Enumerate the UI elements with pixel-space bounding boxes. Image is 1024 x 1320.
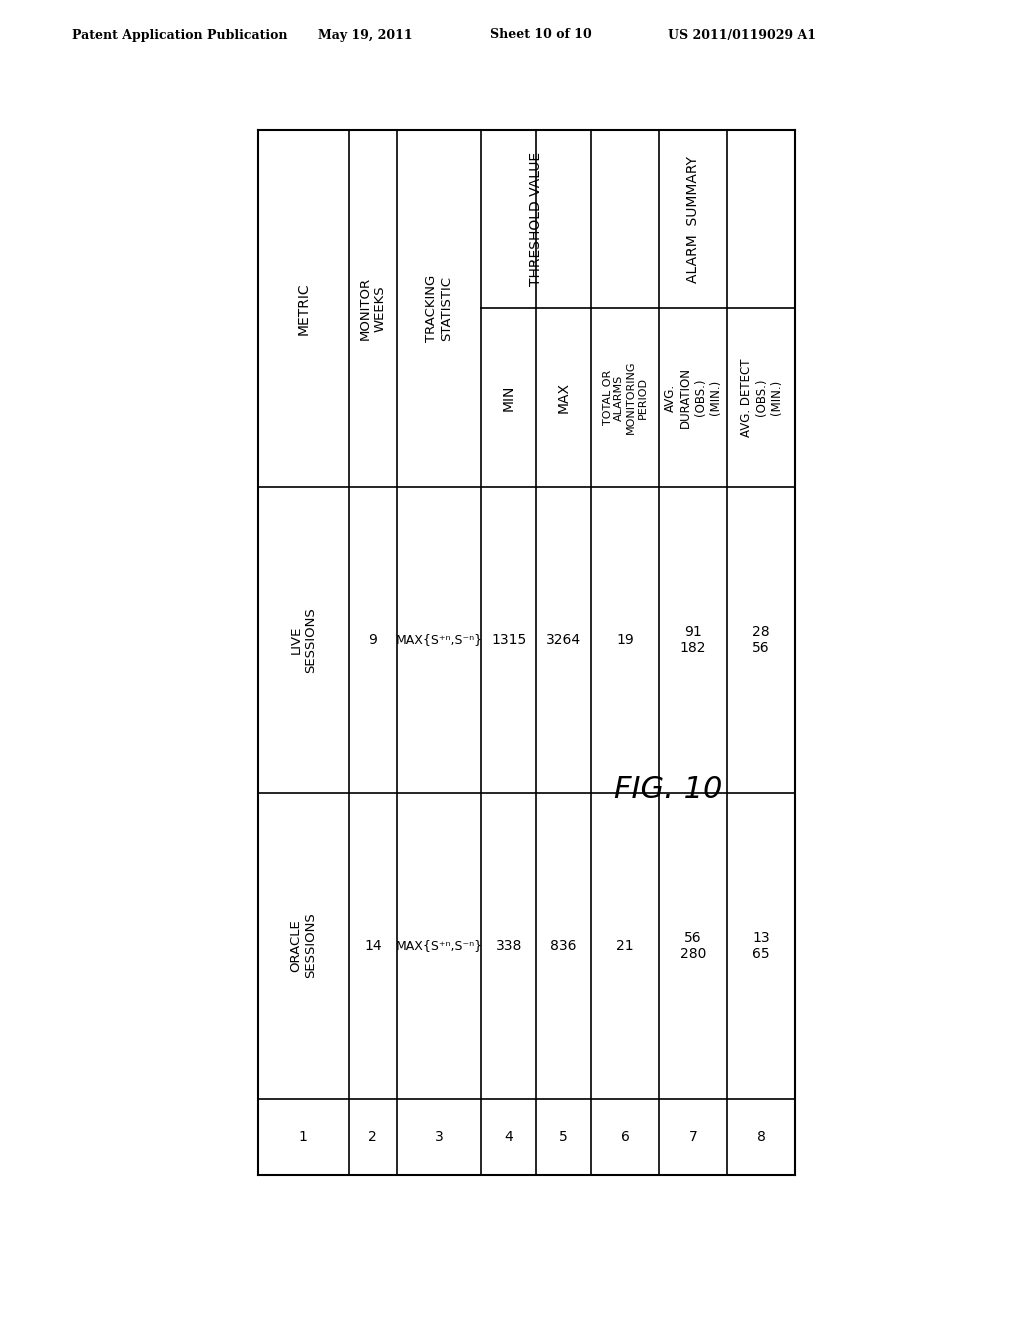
Text: US 2011/0119029 A1: US 2011/0119029 A1: [668, 29, 816, 41]
Text: Sheet 10 of 10: Sheet 10 of 10: [490, 29, 592, 41]
Text: ORACLE
SESSIONS: ORACLE SESSIONS: [290, 912, 317, 978]
Text: 2: 2: [369, 1130, 377, 1143]
Text: 14: 14: [364, 939, 382, 953]
Text: FIG. 10: FIG. 10: [613, 776, 722, 804]
Text: 3264: 3264: [546, 632, 582, 647]
Text: THRESHOLD VALUE: THRESHOLD VALUE: [529, 152, 543, 286]
Text: 1315: 1315: [492, 632, 526, 647]
Text: MIN: MIN: [502, 384, 516, 411]
Text: MONITOR
WEEKS: MONITOR WEEKS: [358, 277, 387, 341]
Text: 338: 338: [496, 939, 522, 953]
Text: 3: 3: [435, 1130, 443, 1143]
Text: TOTAL OR
ALARMS
MONITORING
PERIOD: TOTAL OR ALARMS MONITORING PERIOD: [603, 360, 647, 434]
Text: 1: 1: [299, 1130, 308, 1143]
Text: 4: 4: [505, 1130, 513, 1143]
Text: METRIC: METRIC: [296, 282, 310, 335]
Text: 13
65: 13 65: [753, 931, 770, 961]
Text: MAX{S⁺ⁿ,S⁻ⁿ}: MAX{S⁺ⁿ,S⁻ⁿ}: [395, 634, 482, 647]
Text: MAX: MAX: [557, 381, 570, 413]
Text: 836: 836: [551, 939, 577, 953]
Text: AVG. DETECT
(OBS.)
(MIN.): AVG. DETECT (OBS.) (MIN.): [739, 358, 782, 437]
Text: AVG.
DURATION
(OBS.)
(MIN.): AVG. DURATION (OBS.) (MIN.): [665, 367, 722, 428]
Text: May 19, 2011: May 19, 2011: [318, 29, 413, 41]
Text: 7: 7: [689, 1130, 697, 1143]
Text: 5: 5: [559, 1130, 568, 1143]
Text: 21: 21: [616, 939, 634, 953]
Text: MAX{S⁺ⁿ,S⁻ⁿ}: MAX{S⁺ⁿ,S⁻ⁿ}: [395, 939, 482, 952]
Text: 6: 6: [621, 1130, 630, 1143]
Text: LIVE
SESSIONS: LIVE SESSIONS: [290, 607, 317, 673]
Text: 8: 8: [757, 1130, 766, 1143]
Text: 19: 19: [616, 632, 634, 647]
Text: Patent Application Publication: Patent Application Publication: [72, 29, 288, 41]
Text: 28
56: 28 56: [753, 624, 770, 655]
Text: 56
280: 56 280: [680, 931, 707, 961]
Text: 91
182: 91 182: [680, 624, 707, 655]
Text: ALARM  SUMMARY: ALARM SUMMARY: [686, 156, 700, 282]
Text: 9: 9: [369, 632, 377, 647]
Text: TRACKING
STATISTIC: TRACKING STATISTIC: [425, 275, 454, 342]
